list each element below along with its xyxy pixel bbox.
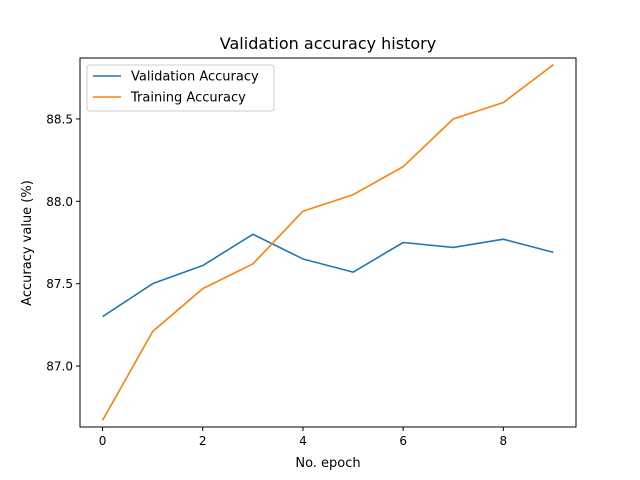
legend-label-0: Validation Accuracy [131, 70, 259, 85]
x-axis: 0 2 4 6 8 [99, 427, 507, 448]
y-tick-label: 87.5 [46, 277, 73, 291]
chart-title: Validation accuracy history [220, 34, 436, 53]
legend-items: Validation Accuracy Training Accuracy [93, 70, 259, 106]
legend-box [86, 64, 275, 112]
legend-label-1: Training Accuracy [130, 91, 246, 106]
y-axis-label: Accuracy value (%) [20, 180, 35, 306]
x-tick-label: 4 [299, 434, 307, 448]
y-tick-label: 87.0 [46, 360, 73, 374]
x-tick-label: 2 [199, 434, 207, 448]
x-tick-label: 8 [500, 434, 508, 448]
series-line-1 [101, 63, 554, 421]
x-tick-label: 0 [99, 434, 107, 448]
x-tick-label: 6 [399, 434, 407, 448]
y-tick-label: 88.5 [46, 112, 73, 126]
plot-frame [79, 57, 577, 428]
legend: Validation Accuracy Training Accuracy [86, 64, 275, 112]
series-lines [101, 63, 554, 421]
x-axis-label: No. epoch [295, 456, 360, 471]
series-line-0 [102, 233, 554, 318]
y-axis: 87.0 87.5 88.0 88.5 [46, 112, 80, 374]
y-tick-label: 88.0 [46, 195, 73, 209]
